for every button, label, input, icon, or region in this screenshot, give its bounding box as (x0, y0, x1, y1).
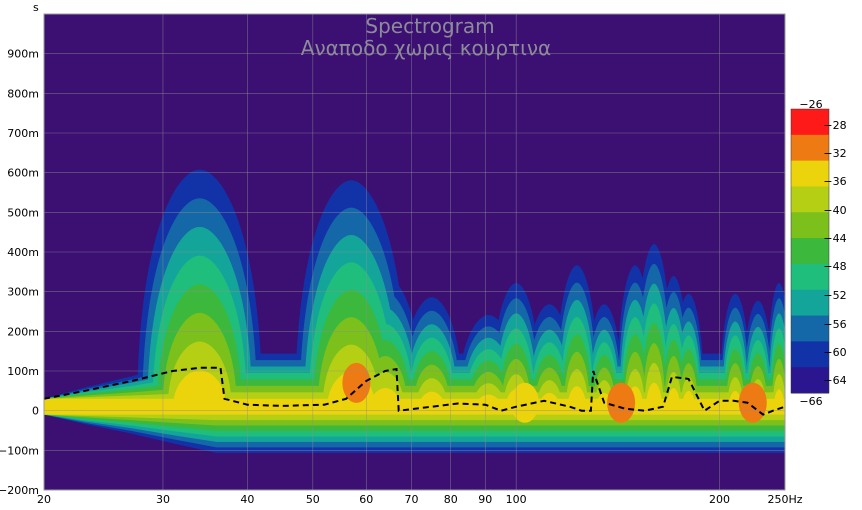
colorbar-label: −52 (823, 289, 846, 302)
y-tick-label: 700m (7, 127, 39, 140)
colorbar-label: −44 (823, 232, 846, 245)
colorbar-swatch (791, 238, 829, 265)
resonance-lobe (567, 386, 587, 411)
resonance-lobe (474, 394, 503, 411)
x-tick-labels: 20 30 40 50 60 70 80 90 100 200 250Hz (37, 493, 803, 506)
colorbar-swatch (791, 134, 829, 162)
spectrogram-field (44, 169, 785, 453)
colorbar-swatch (791, 367, 829, 394)
colorbar-swatch (791, 186, 829, 213)
grid (44, 14, 785, 490)
decay-curve-series (44, 366, 785, 416)
x-tick-label: 60 (359, 493, 373, 506)
resonance-lobe (538, 392, 561, 411)
colorbar-frame (790, 108, 830, 394)
x-tick-label: 50 (306, 493, 320, 506)
x-tick-label: 200 (709, 493, 730, 506)
resonance-lobe (773, 389, 785, 411)
colorbar-swatch (791, 315, 829, 342)
colorbar-label: −56 (823, 318, 846, 331)
x-tick-label: 90 (478, 493, 492, 506)
y-axis-unit: s (33, 1, 39, 14)
y-tick-label: −200m (0, 484, 39, 497)
plot-frame (43, 13, 786, 491)
x-tick-label: 100 (506, 493, 527, 506)
hotspot (342, 362, 371, 403)
resonance-lobe (666, 388, 681, 411)
colorbar-swatch (791, 212, 829, 239)
y-tick-label: 600m (7, 167, 39, 180)
y-tick-label: 100m (7, 365, 39, 378)
colorbar-swatch (791, 341, 829, 368)
x-tick-label: 70 (405, 493, 419, 506)
y-tick-label: 0 (32, 405, 39, 418)
y-tick-label: 400m (7, 246, 39, 259)
colorbar-label: −26 (799, 98, 822, 111)
decay-curve-line (44, 366, 785, 416)
chart-subtitle: Αναποδο χωρις κουρτινα (301, 36, 551, 60)
chart-title: Spectrogram (365, 14, 494, 38)
colorbar-swatch (791, 289, 829, 317)
colorbar-label: −60 (823, 346, 846, 359)
colorbar: −26−28 −32 −36 −40 −44 −48 −52 −56 −60 −64−66 (790, 98, 847, 408)
colorbar-label: −32 (823, 147, 846, 160)
x-tick-label: 30 (156, 493, 170, 506)
x-tick-label: 40 (240, 493, 254, 506)
resonance-lobe (681, 391, 696, 411)
y-tick-label: −100m (0, 444, 39, 457)
colorbar-label: −36 (823, 175, 846, 188)
colorbar-label: −28 (823, 119, 846, 132)
hotspot (510, 382, 539, 423)
hotspot (607, 382, 636, 423)
x-tick-label: 250Hz (767, 493, 802, 506)
resonance-lobe (369, 388, 402, 411)
y-tick-label: 900m (7, 48, 39, 61)
colorbar-label: −64 (823, 374, 846, 387)
resonance-lobe (172, 370, 227, 411)
y-tick-label: 500m (7, 206, 39, 219)
colorbar-swatch (791, 160, 829, 187)
y-tick-label: 200m (7, 325, 39, 338)
x-tick-label: 20 (37, 493, 51, 506)
colorbar-label: −66 (799, 395, 822, 408)
y-tick-label: 800m (7, 87, 39, 100)
colorbar-swatch (791, 263, 829, 291)
x-tick-label: 80 (444, 493, 458, 506)
colorbar-swatch (791, 109, 829, 136)
colorbar-label: −40 (823, 204, 846, 217)
y-tick-labels: 900m 800m 700m 600m 500m 400m 300m 200m 100m 0 −10… (0, 48, 39, 497)
y-tick-label: 300m (7, 286, 39, 299)
resonance-lobe (645, 382, 663, 411)
colorbar-label: −48 (823, 260, 846, 273)
